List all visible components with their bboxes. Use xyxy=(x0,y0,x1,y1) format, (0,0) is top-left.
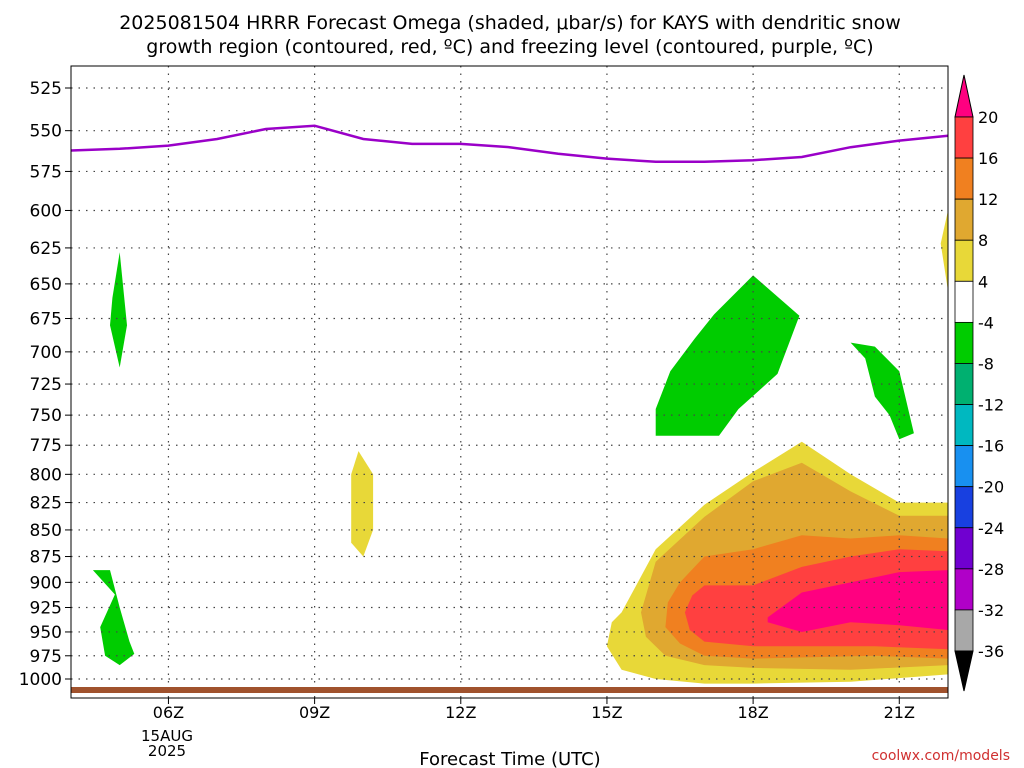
y-axis: 525 550 575 600 625 650 675 700 725 750 775 800 825 8… xyxy=(19,79,71,690)
y-tick-label-17: 950 xyxy=(30,623,62,643)
x-tick-label-2: 12Z xyxy=(445,703,476,722)
colorbar-label-3: 8 xyxy=(978,231,988,250)
surface-bar xyxy=(71,687,948,693)
colorbar-label-13: -36 xyxy=(978,642,1004,661)
colorbar-segment-7 xyxy=(954,404,974,447)
chart-title-line-2: growth region (contoured, red, ºC) and f… xyxy=(146,36,873,58)
omega-region-1 xyxy=(92,570,135,666)
omega-region-4 xyxy=(850,342,914,440)
plot-area xyxy=(70,65,949,699)
chart-title-line-1: 2025081504 HRRR Forecast Omega (shaded, … xyxy=(119,12,901,34)
colorbar-segment-12 xyxy=(954,609,974,652)
y-tick-label-3: 600 xyxy=(30,201,62,221)
credit-text: coolwx.com/models xyxy=(872,748,1010,764)
omega-region-10 xyxy=(940,210,948,291)
y-tick-label-8: 725 xyxy=(30,375,62,395)
colorbar-label-7: -12 xyxy=(978,396,1004,415)
colorbar-label-11: -28 xyxy=(978,560,1004,579)
y-tick-label-15: 900 xyxy=(30,573,62,593)
y-tick-label-12: 825 xyxy=(30,494,62,514)
omega-region-0 xyxy=(110,252,127,368)
x-axis-title: Forecast Time (UTC) xyxy=(419,749,600,768)
colorbar-label-1: 16 xyxy=(978,149,998,168)
x-tick-label-4: 18Z xyxy=(737,703,768,722)
colorbar-bottom-arrow xyxy=(954,650,974,692)
x-tick-label-0: 06Z xyxy=(153,703,184,722)
colorbar-label-2: 12 xyxy=(978,190,998,209)
omega-region-3 xyxy=(655,275,800,436)
x-tick-label-3: 15Z xyxy=(591,703,622,722)
y-tick-label-9: 750 xyxy=(30,406,62,426)
date-label-day: 15AUG xyxy=(141,727,193,745)
colorbar-label-0: 20 xyxy=(978,108,998,127)
colorbar-label-9: -20 xyxy=(978,478,1004,497)
colorbar-segment-2 xyxy=(954,198,974,241)
omega-region-2 xyxy=(351,451,374,557)
freezing-level-line xyxy=(70,124,949,164)
date-label-year: 2025 xyxy=(148,742,186,760)
y-tick-label-18: 975 xyxy=(30,647,62,667)
y-tick-label-0: 525 xyxy=(30,79,62,99)
colorbar-label-8: -16 xyxy=(978,437,1004,456)
colorbar-top-arrow xyxy=(954,74,974,118)
omega-region-9 xyxy=(767,570,948,632)
y-tick-label-19: 1000 xyxy=(19,670,62,690)
y-tick-label-14: 875 xyxy=(30,548,62,568)
colorbar-segment-10 xyxy=(954,527,974,570)
colorbar-segment-1 xyxy=(954,157,974,200)
colorbar-label-6: -8 xyxy=(978,354,994,373)
y-tick-label-6: 675 xyxy=(30,310,62,330)
y-tick-label-11: 800 xyxy=(30,465,62,485)
y-tick-label-5: 650 xyxy=(30,275,62,295)
colorbar-label-12: -32 xyxy=(978,601,1004,620)
colorbar-segment-0 xyxy=(954,116,974,159)
colorbar-segment-4 xyxy=(954,280,974,323)
y-tick-label-1: 550 xyxy=(30,122,62,142)
y-tick-label-4: 625 xyxy=(30,239,62,259)
x-tick-label-5: 21Z xyxy=(884,703,915,722)
y-tick-label-16: 925 xyxy=(30,598,62,618)
y-tick-label-10: 775 xyxy=(30,436,62,456)
colorbar-segment-5 xyxy=(954,321,974,364)
x-tick-label-1: 09Z xyxy=(299,703,330,722)
colorbar-segment-8 xyxy=(954,445,974,488)
colorbar-segment-6 xyxy=(954,363,974,405)
grid-lines xyxy=(71,66,948,698)
colorbar-segment-11 xyxy=(954,568,974,611)
colorbar-segment-3 xyxy=(954,239,974,282)
x-axis: 06Z 09Z 12Z 15Z 18Z 21Z xyxy=(153,698,915,722)
colorbar-segment-9 xyxy=(954,486,974,529)
y-tick-label-7: 700 xyxy=(30,343,62,363)
y-tick-label-2: 575 xyxy=(30,162,62,182)
plot-frame xyxy=(70,65,949,699)
colorbar-label-4: 4 xyxy=(978,272,988,291)
colorbar: 20 16 12 8 4 -4 -8 -12 -16 -20 -24 -28 -32 -36 xyxy=(954,74,1004,692)
colorbar-label-5: -4 xyxy=(978,313,994,332)
omega-shading xyxy=(92,210,948,684)
y-tick-label-13: 850 xyxy=(30,521,62,541)
colorbar-label-10: -24 xyxy=(978,519,1004,538)
